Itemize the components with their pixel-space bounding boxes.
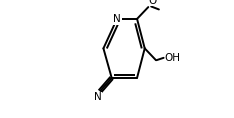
Text: N: N — [94, 92, 102, 102]
Text: OH: OH — [165, 53, 181, 63]
Text: O: O — [149, 0, 157, 6]
Text: N: N — [113, 14, 121, 24]
